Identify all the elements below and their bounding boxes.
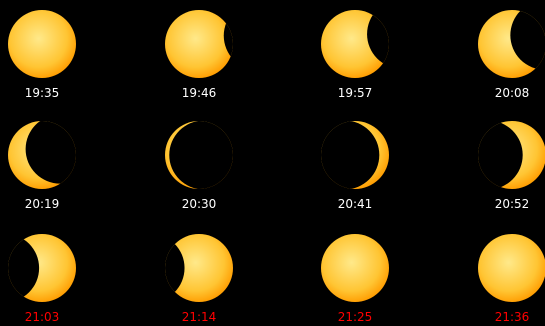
moon-shadow	[8, 234, 40, 302]
time-label: 19:46	[182, 86, 217, 100]
time-label: 19:57	[338, 86, 373, 100]
sun-disc	[165, 234, 233, 302]
moon-shadow	[165, 234, 185, 302]
moon-shadow	[25, 121, 76, 184]
time-label: 21:03	[25, 310, 60, 324]
eclipse-frame: 20:52	[478, 121, 545, 211]
moon-shadow	[223, 10, 233, 71]
eclipse-frame: 21:03	[8, 234, 76, 324]
time-label: 20:30	[182, 197, 217, 211]
eclipse-frame: 20:19	[8, 121, 76, 211]
eclipse-frame: 20:41	[321, 121, 389, 211]
time-label: 21:25	[338, 310, 373, 324]
moon-shadow	[478, 121, 523, 189]
eclipse-frame: 21:25	[321, 234, 389, 324]
eclipse-frame: 21:36	[478, 234, 545, 324]
time-label: 20:08	[495, 86, 530, 100]
time-label: 21:14	[182, 310, 217, 324]
eclipse-frame: 20:30	[165, 121, 233, 211]
moon-shadow	[169, 121, 233, 189]
time-label: 20:19	[25, 197, 60, 211]
eclipse-frame: 19:35	[8, 10, 76, 100]
moon-shadow	[321, 121, 380, 189]
eclipse-frame: 19:46	[165, 10, 233, 100]
moon-shadow	[367, 10, 389, 69]
time-label: 19:35	[25, 86, 60, 100]
sun-disc	[8, 10, 76, 78]
time-label: 21:36	[495, 310, 530, 324]
sun-disc	[165, 10, 233, 78]
sun-disc	[478, 234, 545, 302]
time-label: 20:41	[338, 197, 373, 211]
time-label: 20:52	[495, 197, 530, 211]
sun-disc	[321, 234, 389, 302]
eclipse-frame: 20:08	[478, 10, 545, 100]
eclipse-frame: 21:14	[165, 234, 233, 324]
eclipse-frame: 19:57	[321, 10, 389, 100]
